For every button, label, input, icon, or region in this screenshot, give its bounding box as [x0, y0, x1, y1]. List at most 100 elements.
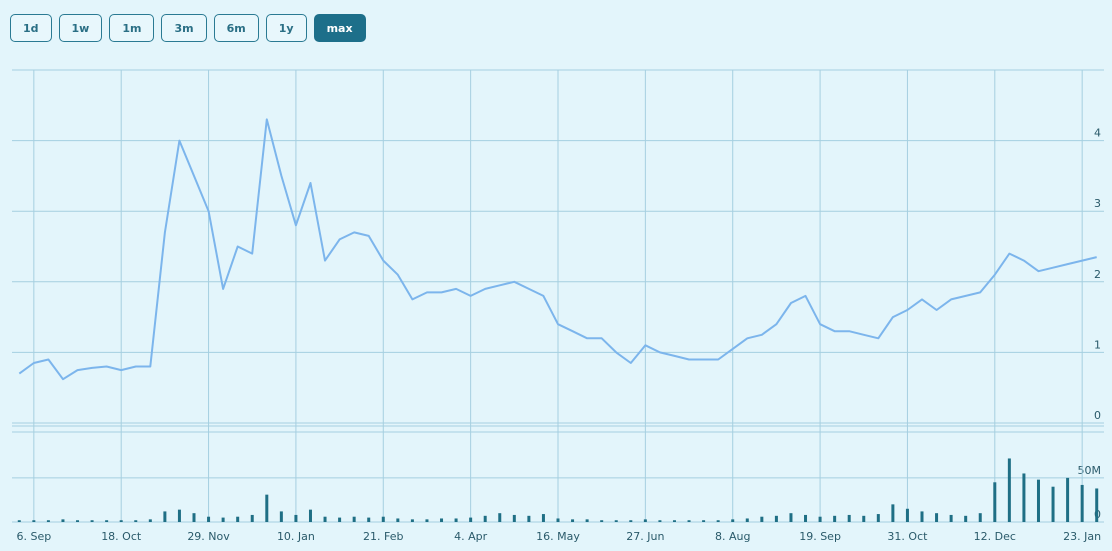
- y-tick-label: 4: [1094, 127, 1101, 140]
- volume-bar: [119, 520, 123, 522]
- x-tick-label: 31. Oct: [887, 530, 928, 543]
- volume-bar: [90, 520, 94, 522]
- volume-bar: [978, 513, 982, 522]
- x-tick-label: 4. Apr: [454, 530, 487, 543]
- volume-bar: [1036, 479, 1040, 522]
- volume-bar: [498, 513, 502, 522]
- volume-bar: [221, 517, 225, 522]
- x-tick-label: 23. Jan: [1063, 530, 1101, 543]
- y-tick-label: 0: [1094, 409, 1101, 422]
- volume-bar: [46, 520, 50, 522]
- volume-bar: [702, 520, 706, 522]
- volume-bar: [440, 518, 444, 522]
- range-button[interactable]: 6m: [213, 14, 259, 42]
- volume-bar: [541, 514, 545, 522]
- volume-bar: [905, 508, 909, 522]
- volume-bar: [425, 519, 429, 522]
- y-tick-label: 3: [1094, 197, 1101, 210]
- volume-bar: [454, 518, 458, 522]
- volume-bar: [571, 519, 575, 522]
- range-button[interactable]: 3m: [161, 14, 207, 42]
- x-tick-label: 18. Oct: [101, 530, 142, 543]
- volume-bar: [294, 514, 298, 522]
- volume-bar: [672, 520, 676, 522]
- x-tick-label: 6. Sep: [16, 530, 51, 543]
- volume-bar: [410, 519, 414, 522]
- volume-bar: [774, 515, 778, 522]
- x-tick-label: 19. Sep: [799, 530, 841, 543]
- volume-bar: [920, 511, 924, 522]
- y-tick-label: 1: [1094, 338, 1101, 351]
- range-button[interactable]: 1d: [10, 14, 52, 42]
- volume-bar: [177, 509, 181, 522]
- volume-bar: [760, 516, 764, 522]
- volume-bar: [105, 520, 109, 522]
- volume-bar: [483, 515, 487, 522]
- volume-bar: [614, 520, 618, 522]
- volume-bar: [643, 519, 647, 522]
- x-tick-label: 16. May: [536, 530, 580, 543]
- x-tick-label: 29. Nov: [187, 530, 230, 543]
- volume-bar: [1095, 488, 1099, 522]
- volume-bar: [352, 516, 356, 522]
- volume-bar: [556, 518, 560, 522]
- volume-tick-label: 50M: [1078, 464, 1102, 477]
- volume-bar: [585, 519, 589, 522]
- range-button[interactable]: 1y: [265, 14, 307, 42]
- volume-bar: [308, 509, 312, 522]
- volume-bar: [847, 514, 851, 522]
- volume-bar: [949, 514, 953, 522]
- volume-bar: [862, 515, 866, 522]
- range-button[interactable]: max: [313, 14, 366, 42]
- volume-bar: [148, 519, 152, 522]
- volume-bar: [993, 482, 997, 522]
- y-tick-label: 2: [1094, 268, 1101, 281]
- x-tick-label: 12. Dec: [974, 530, 1016, 543]
- volume-bar: [163, 511, 167, 522]
- volume-bar: [396, 518, 400, 522]
- volume-bar: [745, 518, 749, 522]
- volume-bar: [527, 515, 531, 522]
- volume-bar: [935, 513, 939, 522]
- volume-bar: [1022, 473, 1026, 522]
- volume-bar: [192, 513, 196, 522]
- range-button[interactable]: 1w: [58, 14, 103, 42]
- volume-bar: [134, 520, 138, 522]
- volume-bar: [1080, 484, 1084, 522]
- volume-bar: [381, 516, 385, 522]
- volume-bar: [236, 516, 240, 522]
- volume-bar: [1051, 486, 1055, 522]
- x-tick-label: 8. Aug: [715, 530, 750, 543]
- x-tick-label: 21. Feb: [363, 530, 403, 543]
- range-buttons: 1d 1w 1m 3m 6m 1y max: [10, 14, 366, 42]
- volume-bar: [61, 519, 65, 522]
- volume-bar: [731, 519, 735, 522]
- volume-bar: [265, 494, 269, 522]
- volume-bar: [600, 520, 604, 522]
- volume-bar: [1007, 458, 1011, 522]
- volume-bar: [338, 517, 342, 522]
- price-line: [18, 118, 1097, 381]
- volume-bar: [876, 514, 880, 522]
- volume-bar: [76, 520, 80, 522]
- volume-bar: [716, 520, 720, 522]
- volume-bar: [804, 514, 808, 522]
- volume-bar: [279, 511, 283, 522]
- range-button[interactable]: 1m: [109, 14, 155, 42]
- x-tick-label: 10. Jan: [277, 530, 315, 543]
- volume-bar: [789, 513, 793, 522]
- volume-bar: [32, 520, 36, 522]
- volume-bar: [207, 516, 211, 522]
- volume-bar: [629, 520, 633, 522]
- volume-bar: [323, 516, 327, 522]
- volume-bar: [833, 515, 837, 522]
- volume-bar: [250, 514, 254, 522]
- volume-bar: [512, 514, 516, 522]
- volume-bar: [964, 515, 968, 522]
- volume-bar: [17, 520, 21, 522]
- volume-bar: [1066, 477, 1070, 522]
- volume-bar: [891, 504, 895, 522]
- x-tick-label: 27. Jun: [626, 530, 664, 543]
